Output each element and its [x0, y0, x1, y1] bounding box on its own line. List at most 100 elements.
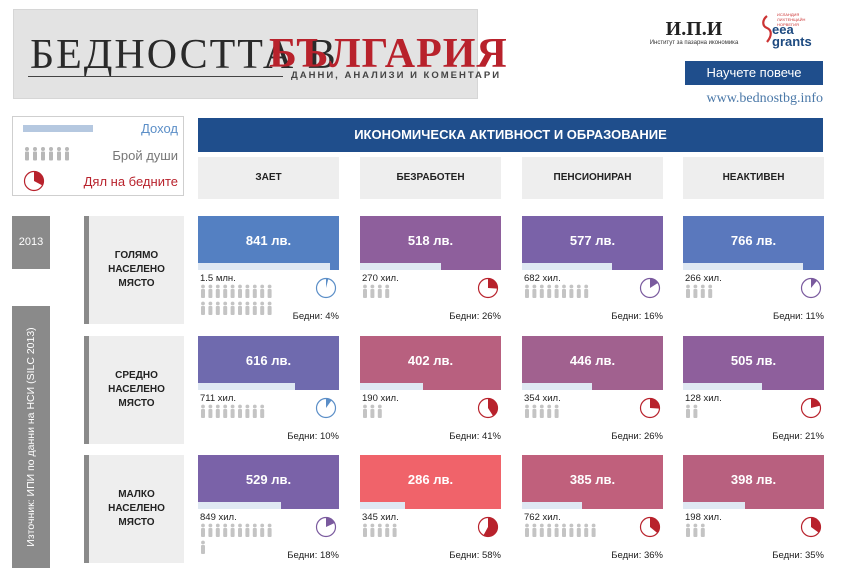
poor-share-pie: [639, 397, 661, 419]
data-cell: 398 лв. 198 хил. Бедни: 35%: [683, 455, 824, 563]
income-bar: [198, 336, 339, 390]
income-value: 385 лв.: [569, 472, 616, 487]
people-icon: [25, 147, 69, 161]
people-count: 345 хил.: [362, 512, 399, 523]
people-count: 198 хил.: [685, 512, 722, 523]
poor-share-slice: [326, 278, 329, 288]
people-count: 762 хил.: [524, 512, 561, 523]
income-value: 398 лв.: [730, 472, 777, 487]
title-part2: БЪЛГАРИЯ: [269, 31, 508, 77]
poor-share-slice: [811, 278, 818, 288]
people-icon: [363, 404, 382, 418]
row-label: ГОЛЯМО НАСЕЛЕНО МЯСТО: [84, 216, 184, 324]
eea-logo-icon: [762, 15, 772, 43]
data-cell: 385 лв. 762 хил. Бедни: 36%: [522, 455, 663, 563]
legend-income-swatch: [23, 125, 93, 132]
poor-share-pie: [315, 277, 337, 299]
poor-share-pie: [477, 397, 499, 419]
income-value: 286 лв.: [407, 472, 454, 487]
people-count: 1.5 млн.: [200, 273, 236, 284]
data-cell: 505 лв. 128 хил. Бедни: 21%: [683, 336, 824, 444]
data-cell: 577 лв. 682 хил. Бедни: 16%: [522, 216, 663, 324]
people-icon: [201, 523, 272, 554]
poor-share-slice: [650, 278, 659, 288]
people-count: 270 хил.: [362, 273, 399, 284]
year-rail: [12, 216, 50, 269]
people-icon: [525, 523, 596, 537]
people-icon: [201, 404, 265, 418]
people-icon: [363, 284, 390, 298]
people-icon: [525, 404, 559, 418]
section-title: ИКОНОМИЧЕСКА АКТИВНОСТ И ОБРАЗОВАНИЕ: [198, 118, 823, 152]
income-value: 766 лв.: [730, 233, 777, 248]
income-value: 616 лв.: [245, 353, 292, 368]
income-scale-bar: [683, 383, 762, 390]
people-icon: [686, 404, 698, 418]
income-value: 529 лв.: [245, 472, 292, 487]
income-value: 402 лв.: [407, 353, 454, 368]
people-count: 849 хил.: [200, 512, 237, 523]
legend-poor-label: Дял на бедните: [83, 174, 178, 189]
poor-share-pie: [639, 277, 661, 299]
poor-share-slice: [488, 398, 498, 417]
poor-share-slice: [483, 517, 498, 537]
data-cell: 446 лв. 354 хил. Бедни: 26%: [522, 336, 663, 444]
people-count: 682 хил.: [524, 273, 561, 284]
income-value: 841 лв.: [245, 233, 292, 248]
eea-logo-line1: eea: [772, 22, 794, 37]
title-subtitle: ДАННИ, АНАЛИЗИ И КОМЕНТАРИ: [291, 70, 502, 81]
row-label-text: МАЛКО НАСЕЛЕНО МЯСТО: [108, 489, 165, 528]
income-bar: [360, 455, 501, 509]
poor-share-label: Бедни: 21%: [772, 431, 824, 442]
people-count: 711 хил.: [200, 393, 237, 404]
people-icon: [686, 284, 713, 298]
poor-share-label: Бедни: 16%: [611, 311, 663, 322]
income-bar: [522, 455, 663, 509]
data-cell: 766 лв. 266 хил. Бедни: 11%: [683, 216, 824, 324]
poor-share-label: Бедни: 35%: [772, 550, 824, 561]
row-label: МАЛКО НАСЕЛЕНО МЯСТО: [84, 455, 184, 563]
income-scale-bar: [522, 383, 592, 390]
legend: Доход Брой души Дял на бедните: [12, 116, 184, 196]
poor-share-slice: [488, 278, 498, 289]
income-bar: [683, 216, 824, 270]
eea-logo-text: eea grants: [772, 22, 812, 48]
poor-share-label: Бедни: 41%: [449, 431, 501, 442]
poor-share-slice: [811, 398, 821, 408]
income-bar: [522, 336, 663, 390]
income-bar: [360, 216, 501, 270]
income-bar: [683, 336, 824, 390]
ipi-logo-mark: И.П.И: [665, 18, 723, 40]
income-scale-bar: [683, 502, 745, 509]
people-icon: [525, 284, 589, 298]
poor-share-pie: [477, 277, 499, 299]
legend-people-label: Брой души: [112, 148, 178, 163]
people-icon: [201, 284, 272, 315]
column-header: НЕАКТИВЕН: [683, 157, 824, 199]
title-rule: [28, 76, 283, 77]
data-cell: 286 лв. 345 хил. Бедни: 58%: [360, 455, 501, 563]
income-scale-bar: [360, 383, 423, 390]
income-scale-bar: [360, 502, 405, 509]
income-bar: [360, 336, 501, 390]
poor-share-pie: [800, 516, 822, 538]
learn-more-button[interactable]: Научете повече: [685, 61, 823, 85]
people-count: 354 хил.: [524, 393, 561, 404]
poor-share-pie: [315, 516, 337, 538]
income-scale-bar: [360, 263, 441, 270]
data-cell: 841 лв. 1.5 млн. Бедни: 4%: [198, 216, 339, 324]
income-scale-bar: [198, 383, 295, 390]
column-header: ПЕНСИОНИРАН: [522, 157, 663, 199]
legend-income-label: Доход: [141, 121, 178, 136]
poor-share-label: Бедни: 26%: [449, 311, 501, 322]
poor-share-pie: [800, 397, 822, 419]
income-value: 518 лв.: [407, 233, 454, 248]
column-header: ЗАЕТ: [198, 157, 339, 199]
eea-logo-countries: ИСЛАНДИЯ ЛИХТЕНЩАЙН НОРВЕГИЯ: [777, 12, 806, 27]
people-count: 190 хил.: [362, 393, 399, 404]
title-banner: БЕДНОСТТА В БЪЛГАРИЯ ДАННИ, АНАЛИЗИ И КО…: [13, 9, 507, 99]
data-cell: 616 лв. 711 хил. Бедни: 10%: [198, 336, 339, 444]
poor-share-label: Бедни: 18%: [287, 550, 339, 561]
site-link[interactable]: www.bednostbg.info: [706, 91, 823, 106]
poor-share-pie: [315, 397, 337, 419]
